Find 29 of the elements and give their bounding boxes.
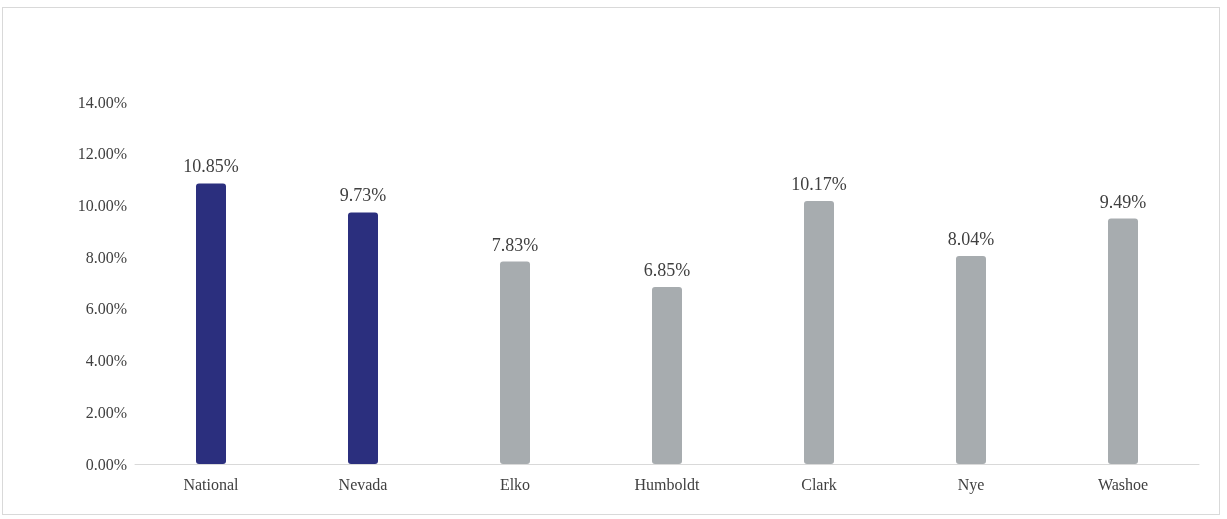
y-tick-label: 12.00% (77, 145, 127, 163)
data-label: 9.49% (1099, 191, 1147, 212)
y-tick-label: 2.00% (85, 403, 127, 421)
bar (1108, 218, 1138, 464)
y-tick-label: 14.00% (77, 93, 127, 111)
y-tick-label: 10.00% (77, 196, 127, 214)
bar (652, 286, 682, 464)
x-tick-label: Clark (801, 475, 837, 493)
bar (956, 256, 986, 464)
bar (804, 201, 834, 464)
y-tick-label: 8.00% (85, 248, 127, 266)
data-label: 9.73% (339, 185, 387, 206)
bar (348, 212, 378, 464)
y-tick-label: 4.00% (85, 352, 127, 370)
y-tick-label: 6.00% (85, 300, 127, 318)
x-tick-label: Humboldt (634, 475, 700, 493)
x-tick-label: Elko (499, 475, 531, 493)
data-label: 6.85% (643, 259, 691, 280)
data-label: 8.04% (947, 229, 995, 250)
data-label: 10.17% (791, 174, 847, 195)
bar (500, 261, 530, 464)
data-label: 10.85% (183, 156, 239, 177)
x-tick-label: Nye (957, 475, 985, 494)
data-label: 7.83% (491, 234, 539, 255)
y-tick-label: 0.00% (85, 455, 127, 473)
x-tick-label: Washoe (1097, 475, 1149, 493)
bar (196, 183, 226, 464)
x-tick-label: National (183, 475, 240, 493)
x-tick-label: Nevada (338, 475, 388, 493)
